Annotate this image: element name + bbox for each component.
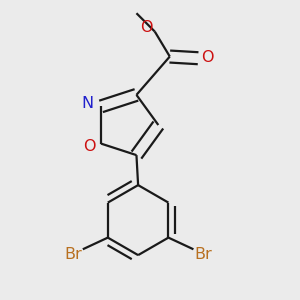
- Text: O: O: [140, 20, 153, 35]
- Text: N: N: [82, 96, 94, 111]
- Text: Br: Br: [195, 247, 212, 262]
- Text: Br: Br: [64, 247, 82, 262]
- Text: O: O: [201, 50, 214, 65]
- Text: O: O: [83, 139, 96, 154]
